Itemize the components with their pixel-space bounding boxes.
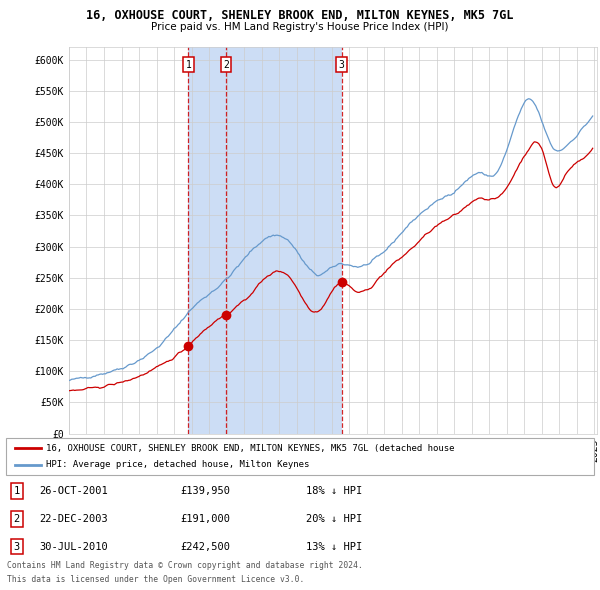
Text: 16, OXHOUSE COURT, SHENLEY BROOK END, MILTON KEYNES, MK5 7GL (detached house: 16, OXHOUSE COURT, SHENLEY BROOK END, MI… bbox=[46, 444, 454, 453]
Bar bbox=[188, 47, 226, 434]
Text: Price paid vs. HM Land Registry's House Price Index (HPI): Price paid vs. HM Land Registry's House … bbox=[151, 22, 449, 32]
Text: 1: 1 bbox=[185, 60, 191, 70]
Text: £242,500: £242,500 bbox=[180, 542, 230, 552]
Text: 26-OCT-2001: 26-OCT-2001 bbox=[39, 486, 108, 496]
Text: 2: 2 bbox=[223, 60, 229, 70]
Text: 18% ↓ HPI: 18% ↓ HPI bbox=[306, 486, 362, 496]
Text: 3: 3 bbox=[14, 542, 20, 552]
Text: HPI: Average price, detached house, Milton Keynes: HPI: Average price, detached house, Milt… bbox=[46, 460, 309, 469]
Text: Contains HM Land Registry data © Crown copyright and database right 2024.: Contains HM Land Registry data © Crown c… bbox=[7, 561, 363, 570]
Bar bbox=[226, 47, 341, 434]
Text: £139,950: £139,950 bbox=[180, 486, 230, 496]
Text: 30-JUL-2010: 30-JUL-2010 bbox=[39, 542, 108, 552]
Text: 2: 2 bbox=[14, 514, 20, 523]
Text: £191,000: £191,000 bbox=[180, 514, 230, 523]
Text: 20% ↓ HPI: 20% ↓ HPI bbox=[306, 514, 362, 523]
Text: 16, OXHOUSE COURT, SHENLEY BROOK END, MILTON KEYNES, MK5 7GL: 16, OXHOUSE COURT, SHENLEY BROOK END, MI… bbox=[86, 9, 514, 22]
Text: This data is licensed under the Open Government Licence v3.0.: This data is licensed under the Open Gov… bbox=[7, 575, 305, 584]
Text: 3: 3 bbox=[339, 60, 344, 70]
Text: 22-DEC-2003: 22-DEC-2003 bbox=[39, 514, 108, 523]
Text: 13% ↓ HPI: 13% ↓ HPI bbox=[306, 542, 362, 552]
Text: 1: 1 bbox=[14, 486, 20, 496]
